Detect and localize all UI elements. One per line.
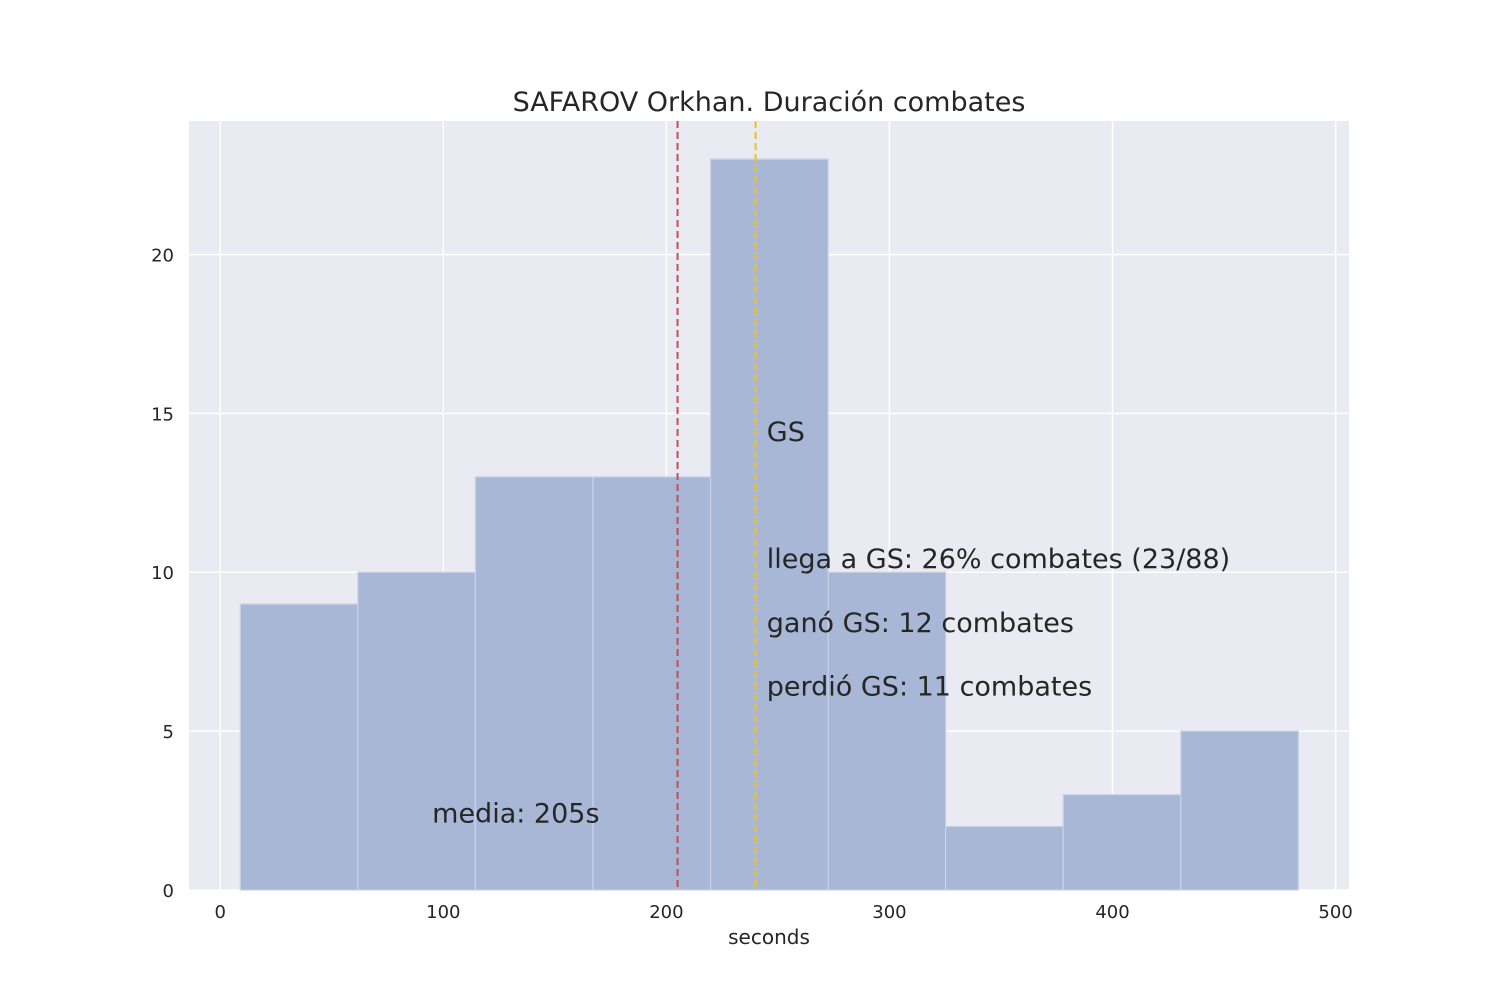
y-tick-labels: 0 5 10 15 20 bbox=[151, 245, 174, 902]
histogram-bar bbox=[357, 571, 477, 891]
x-tick-label: 200 bbox=[649, 902, 683, 923]
x-tick-label: 300 bbox=[872, 902, 906, 923]
y-tick-label: 20 bbox=[151, 245, 174, 266]
chart-title: SAFAROV Orkhan. Duración combates bbox=[513, 87, 1026, 118]
x-tick-label: 0 bbox=[215, 902, 226, 923]
histogram-bar bbox=[592, 476, 712, 891]
annotation-text: llega a GS: 26% combates (23/88) bbox=[767, 544, 1230, 575]
x-tick-label: 100 bbox=[426, 902, 460, 923]
reference-lines bbox=[676, 121, 757, 890]
histogram-bar bbox=[709, 158, 829, 891]
annotation-text: GS bbox=[767, 417, 805, 448]
x-tick-label: 500 bbox=[1318, 902, 1352, 923]
histogram-bar bbox=[474, 476, 594, 891]
annotation-text: ganó GS: 12 combates bbox=[767, 608, 1074, 639]
x-tick-labels: 0 100 200 300 400 500 bbox=[215, 902, 1353, 923]
histogram-bar bbox=[239, 603, 359, 891]
histogram-bar bbox=[1062, 794, 1182, 891]
annotation-text: media: 205s bbox=[432, 798, 599, 829]
y-tick-label: 0 bbox=[163, 881, 174, 902]
y-tick-label: 15 bbox=[151, 404, 174, 425]
x-axis-label: seconds bbox=[728, 925, 810, 949]
histogram-bar bbox=[827, 571, 947, 891]
x-tick-label: 400 bbox=[1095, 902, 1129, 923]
histogram-bar bbox=[945, 825, 1064, 891]
annotation-text: perdió GS: 11 combates bbox=[767, 671, 1092, 702]
y-tick-label: 5 bbox=[163, 722, 174, 743]
y-tick-label: 10 bbox=[151, 563, 174, 584]
histogram-bar bbox=[1180, 730, 1299, 891]
annotations: media: 205s GS llega a GS: 26% combates (2… bbox=[432, 417, 1230, 829]
histogram-bars bbox=[239, 158, 1299, 891]
